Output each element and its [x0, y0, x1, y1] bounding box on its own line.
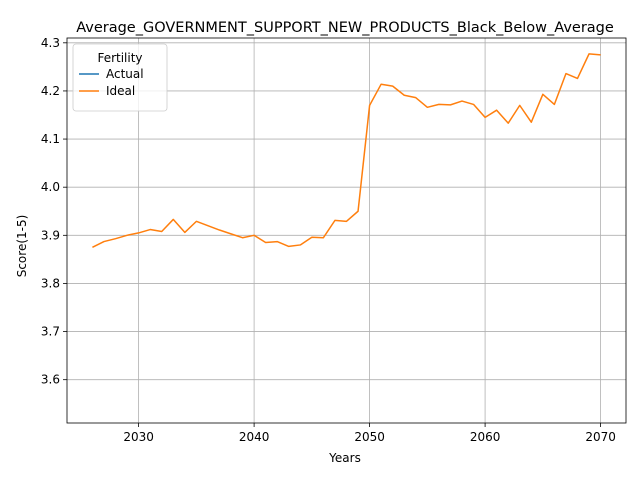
- legend-title: Fertility: [97, 51, 142, 65]
- chart-title: Average_GOVERNMENT_SUPPORT_NEW_PRODUCTS_…: [76, 20, 614, 36]
- y-axis-label: Score(1-5): [15, 215, 29, 278]
- legend: Fertility Actual Ideal: [72, 43, 168, 112]
- series-layer: [92, 53, 601, 249]
- y-tick-label: 3.9: [41, 228, 60, 242]
- y-tick-label: 3.7: [41, 325, 60, 339]
- y-tick-label: 4.2: [41, 84, 60, 98]
- y-tick-label: 3.8: [41, 276, 60, 290]
- x-axis: 2030 2040 2050 2060 2070: [123, 423, 616, 444]
- y-axis: 3.6 3.7 3.8 3.9 4.0 4.1 4.2 4.3: [41, 36, 67, 387]
- legend-label-actual: Actual: [106, 67, 144, 81]
- y-tick-label: 4.1: [41, 132, 60, 146]
- y-tick-label: 4.0: [41, 180, 60, 194]
- plot-frame: [66, 37, 627, 424]
- series-line-ideal: [92, 53, 601, 249]
- x-tick-label: 2070: [585, 430, 616, 444]
- x-axis-label: Years: [328, 451, 361, 465]
- legend-box: [72, 43, 168, 112]
- y-tick-label: 3.6: [41, 373, 60, 387]
- x-tick-label: 2050: [354, 430, 385, 444]
- x-tick-label: 2040: [239, 430, 270, 444]
- legend-label-ideal: Ideal: [106, 84, 135, 98]
- x-tick-label: 2030: [123, 430, 154, 444]
- y-tick-label: 4.3: [41, 36, 60, 50]
- x-tick-label: 2060: [470, 430, 501, 444]
